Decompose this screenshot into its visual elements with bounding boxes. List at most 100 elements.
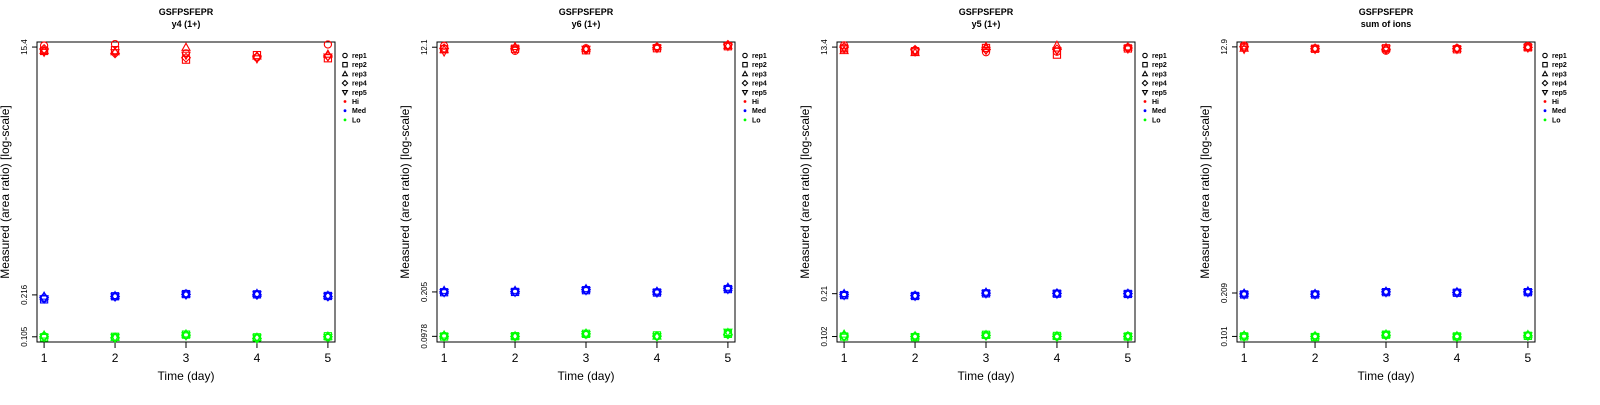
data-point-hi-rep5 — [39, 48, 49, 58]
legend-label-med: Med — [1152, 108, 1166, 115]
x-tick-label: 5 — [1525, 351, 1532, 365]
data-point-med-rep3 — [1452, 286, 1462, 296]
chart-title: GSFPSFEPR — [159, 7, 214, 17]
data-point-lo-rep3 — [1310, 330, 1320, 340]
data-point-lo-rep5 — [981, 332, 991, 342]
x-tick-label: 1 — [1241, 351, 1248, 365]
data-point-med-rep3 — [1381, 286, 1391, 295]
data-point-hi-rep4 — [38, 43, 50, 55]
data-point-hi-rep5 — [1523, 44, 1533, 54]
x-tick-label: 3 — [1383, 351, 1390, 365]
legend-dot-lo — [743, 118, 747, 122]
data-point-med-rep3 — [181, 288, 191, 298]
x-tick-label: 5 — [1125, 351, 1132, 365]
legend-dot-lo — [1143, 118, 1147, 122]
x-axis-label: Time (day) — [558, 369, 615, 383]
legend-label-rep5: rep5 — [352, 90, 367, 97]
data-point-lo-rep3 — [581, 327, 591, 337]
data-point-med-rep5 — [510, 288, 520, 298]
legend-marker-rep4 — [1541, 79, 1549, 87]
data-point-hi-rep5 — [323, 53, 333, 63]
data-point-lo-rep5 — [581, 330, 591, 340]
x-tick-label: 5 — [725, 351, 732, 365]
legend-marker-rep2 — [742, 61, 748, 68]
chart-panel-2: GSFPSFEPR y6 (1+) 1 2 3 4 5 Time (day) 0.0978 0.2… — [398, 7, 767, 383]
legend-marker-rep1 — [1542, 52, 1548, 59]
y-axis-label: Measured (area ratio) [log-scale] — [1198, 105, 1212, 278]
y-axis-label: Measured (area ratio) [log-scale] — [398, 105, 412, 278]
data-point-med-rep5 — [652, 289, 662, 299]
legend-label-rep4: rep4 — [1152, 81, 1167, 88]
data-point-hi-rep2 — [1052, 50, 1062, 59]
data-point-hi-rep5 — [1381, 45, 1391, 55]
x-tick-label: 2 — [1312, 351, 1319, 365]
data-point-hi-rep5 — [252, 55, 262, 64]
data-point-med-rep3 — [910, 290, 920, 299]
x-tick-label: 5 — [325, 351, 332, 365]
data-point-lo-rep5 — [252, 334, 262, 344]
data-point-lo-rep5 — [723, 328, 733, 338]
x-tick-label: 1 — [841, 351, 848, 365]
chart-panel-1: GSFPSFEPR y4 (1+) 1 2 3 4 5 Time (day) 0.105 0.21… — [0, 7, 367, 383]
data-point-med-rep5 — [1310, 291, 1320, 301]
data-point-med-rep3 — [1310, 288, 1320, 298]
data-point-hi-rep5 — [181, 51, 191, 61]
data-point-lo-rep5 — [1523, 332, 1533, 342]
data-point-lo-rep5 — [652, 333, 662, 342]
legend-marker-rep2 — [1142, 61, 1148, 68]
data-point-hi-rep5 — [1239, 45, 1249, 55]
data-point-lo-rep5 — [323, 333, 333, 343]
y-tick-label: 0.205 — [420, 281, 429, 302]
data-point-lo-rep5 — [1452, 333, 1462, 343]
chart-subtitle: y5 (1+) — [972, 19, 1001, 29]
data-point-med-rep5 — [1123, 290, 1133, 300]
data-point-hi-rep4 — [438, 43, 450, 54]
legend-marker-rep1 — [742, 52, 748, 59]
legend-label-rep4: rep4 — [352, 81, 367, 88]
data-point-hi-rep5 — [981, 46, 991, 56]
data-point-med-rep3 — [1239, 288, 1249, 297]
data-point-lo-rep5 — [110, 333, 120, 343]
data-point-med-rep3 — [981, 287, 991, 296]
legend-label-rep5: rep5 — [1152, 90, 1167, 97]
legend-marker-rep5 — [341, 89, 349, 96]
legend-label-rep4: rep4 — [752, 81, 767, 88]
legend-label-lo: Lo — [1152, 117, 1161, 124]
x-tick-label: 4 — [1054, 351, 1061, 365]
x-tick-label: 4 — [1454, 351, 1461, 365]
legend-marker-rep2 — [1542, 61, 1548, 68]
legend-label-rep1: rep1 — [752, 53, 767, 60]
legend-marker-rep4 — [1141, 79, 1149, 87]
legend-label-lo: Lo — [1552, 117, 1561, 124]
data-point-hi-rep5 — [839, 45, 849, 55]
legend-dot-hi — [1543, 100, 1547, 103]
data-point-hi-rep3 — [1310, 43, 1320, 52]
y-tick-label: 0.216 — [20, 284, 29, 305]
legend-marker-rep2 — [342, 61, 348, 68]
data-point-hi-rep2 — [181, 55, 191, 64]
data-point-med-rep3 — [652, 286, 662, 295]
data-point-hi-rep3 — [1452, 43, 1462, 52]
legend-marker-rep1 — [342, 52, 348, 59]
x-tick-label: 4 — [254, 351, 261, 365]
legend-label-rep5: rep5 — [1552, 90, 1567, 97]
data-point-hi-rep5 — [723, 42, 733, 52]
y-axis-label: Measured (area ratio) [log-scale] — [798, 105, 812, 278]
y-tick-label: 0.209 — [1220, 282, 1229, 303]
data-point-med-rep5 — [1381, 289, 1391, 298]
data-point-hi-rep5 — [652, 44, 662, 54]
data-point-hi-rep5 — [1052, 47, 1062, 57]
legend-label-rep3: rep3 — [1552, 71, 1567, 78]
data-point-med-rep5 — [839, 291, 849, 301]
data-point-lo-rep3 — [323, 330, 333, 340]
legend-label-hi: Hi — [752, 99, 759, 106]
legend-label-rep2: rep2 — [1552, 62, 1567, 69]
legend-label-rep3: rep3 — [1152, 71, 1167, 78]
y-tick-label: 12.9 — [1220, 39, 1229, 55]
legend-dot-med — [743, 109, 747, 113]
data-point-med-rep5 — [1239, 291, 1249, 301]
data-point-hi-rep5 — [581, 45, 591, 55]
chart-title: GSFPSFEPR — [1359, 7, 1414, 17]
data-point-lo-rep5 — [839, 333, 849, 343]
